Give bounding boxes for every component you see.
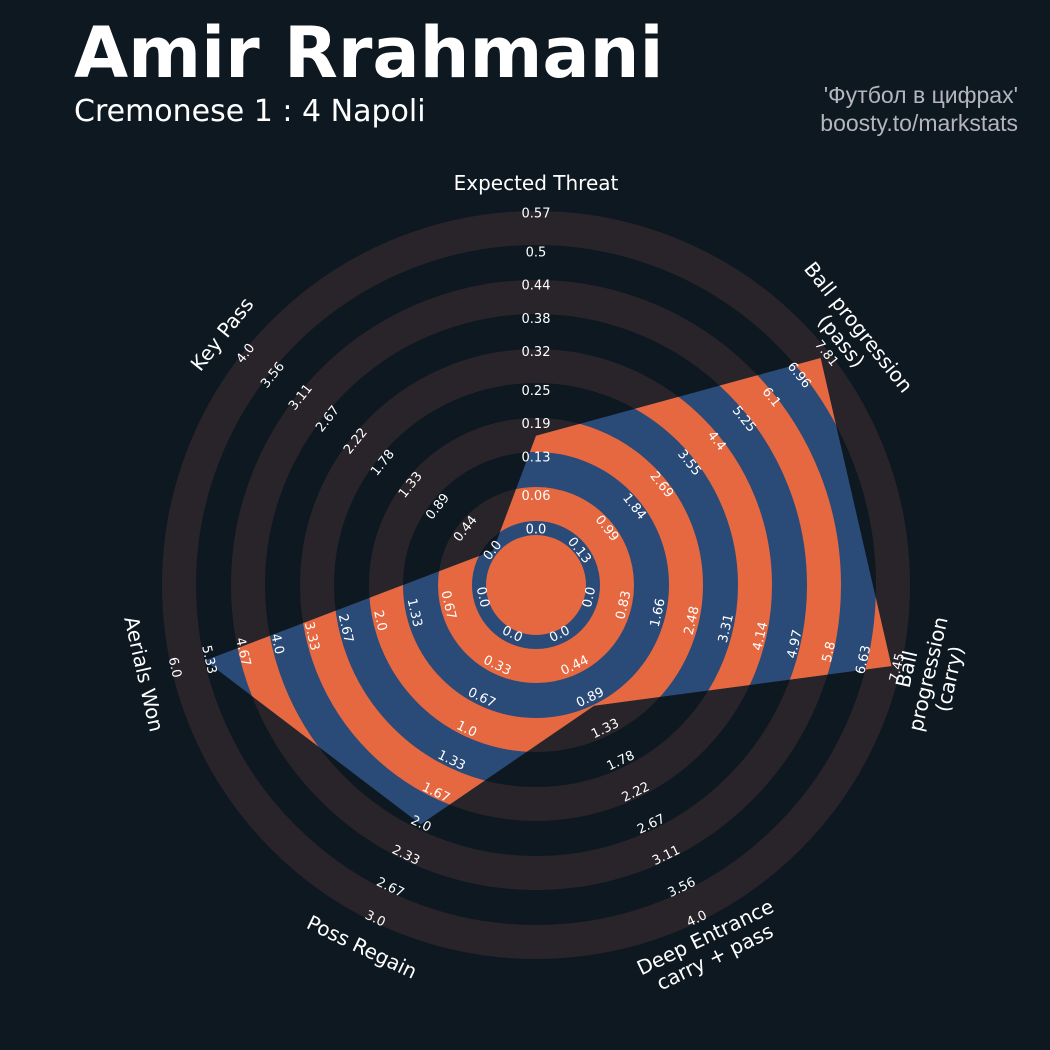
tick-label: 3.33 (301, 620, 322, 652)
credit: boosty.to/markstats (820, 110, 1018, 136)
tick-label: 0.13 (522, 450, 551, 465)
tick-label: 4.0 (267, 632, 286, 656)
tick-label: 0.44 (522, 279, 551, 294)
tick-label: 2.67 (335, 613, 356, 645)
tick-label: 0.0 (526, 523, 547, 538)
center-disc (486, 535, 586, 635)
credit: 'Футбол в цифрах' (823, 82, 1018, 108)
tick-label: 2.48 (682, 605, 703, 637)
tick-label: 0.57 (522, 207, 551, 222)
tick-label: 1.66 (648, 597, 669, 629)
tick-label: 0.32 (522, 345, 551, 360)
tick-label: 0.0 (580, 585, 599, 609)
tick-label: 4.97 (785, 628, 806, 660)
tick-label: 5.33 (198, 644, 219, 676)
tick-label: 0.06 (522, 489, 551, 504)
tick-label: 0.38 (522, 312, 551, 327)
tick-label: 2.0 (370, 609, 389, 633)
tick-label: 0.67 (437, 589, 458, 621)
tick-label: 4.67 (232, 636, 253, 668)
ring (162, 211, 910, 959)
tick-label: 0.25 (522, 384, 551, 399)
tick-label: 4.14 (750, 621, 771, 653)
tick-label: 6.63 (853, 644, 874, 676)
tick-label: 0.5 (526, 245, 547, 260)
subtitle: Cremonese 1 : 4 Napoli (74, 94, 426, 129)
tick-label: 5.8 (820, 640, 839, 664)
param-label: Expected Threat (453, 171, 619, 195)
tick-label: 1.33 (404, 597, 425, 629)
tick-label: 0.0 (473, 585, 492, 609)
tick-label: 6.0 (165, 656, 184, 680)
polygon-ring (438, 487, 634, 683)
title: Amir Rrahmani (74, 12, 664, 94)
tick-label: 0.83 (613, 589, 634, 621)
tick-label: 0.19 (522, 417, 551, 432)
tick-label: 3.31 (716, 613, 737, 645)
tick-label: 7.45 (887, 652, 908, 684)
